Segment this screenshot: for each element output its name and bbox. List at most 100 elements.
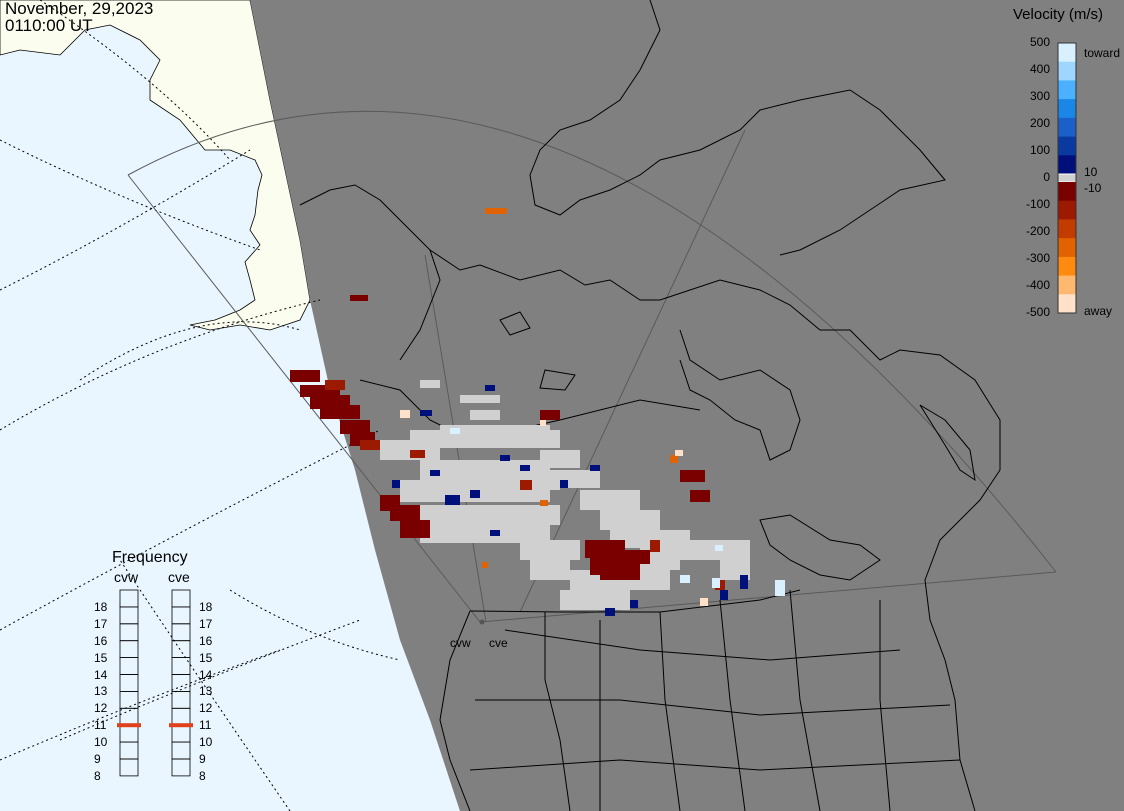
colorbar-toward-segment	[1058, 99, 1076, 119]
frequency-tick-right: 17	[199, 616, 213, 631]
backscatter-cell	[712, 578, 720, 588]
velocity-tick-label: -400	[1025, 278, 1050, 292]
radar-site-markers	[479, 619, 485, 625]
backscatter-cell	[445, 495, 460, 505]
colorbar-toward-segment	[1058, 43, 1076, 63]
velocity-tick-label: 200	[1029, 116, 1050, 130]
frequency-tick-right: 8	[199, 768, 206, 783]
colorbar-toward-segment	[1058, 155, 1076, 175]
frequency-marker	[169, 723, 193, 728]
frequency-tick-left: 14	[94, 667, 108, 682]
radar-code-cve: cve	[168, 569, 190, 585]
backscatter-cell	[540, 420, 546, 426]
frequency-tick-right: 14	[199, 667, 213, 682]
colorbar-away-segment	[1058, 256, 1076, 277]
toward-label: toward	[1084, 46, 1121, 60]
frequency-tick-left: 13	[94, 684, 108, 699]
frequency-bars	[117, 589, 193, 777]
backscatter-cell	[420, 525, 550, 543]
frequency-tick-right: 12	[199, 701, 213, 716]
day-land-alaska	[0, 0, 311, 331]
backscatter-cell	[560, 470, 600, 488]
backscatter-cell	[470, 470, 560, 490]
backscatter-cell	[482, 562, 488, 568]
frequency-tick-right: 11	[199, 718, 212, 733]
backscatter-cell	[600, 510, 660, 530]
backscatter-cell	[485, 208, 507, 214]
backscatter-cell	[675, 450, 683, 456]
backscatter-cell	[540, 450, 580, 468]
frequency-tick-left: 15	[94, 650, 108, 665]
backscatter-cell	[400, 520, 430, 538]
colorbar-frame	[1057, 42, 1077, 314]
frequency-cell	[171, 758, 191, 777]
colorbar-toward-segment	[1058, 117, 1076, 138]
velocity-tick-label: 300	[1029, 89, 1050, 103]
backscatter-cell	[320, 405, 360, 419]
frequency-tick-left: 18	[94, 599, 108, 614]
backscatter-cell	[400, 410, 410, 418]
backscatter-cell	[690, 490, 710, 502]
backscatter-cell	[740, 575, 748, 589]
time-label: 0110:00 UT	[5, 16, 93, 35]
backscatter-cell	[715, 545, 723, 551]
backscatter-cell	[325, 380, 345, 390]
velocity-tick-label: 100	[1029, 143, 1050, 157]
backscatter-cell	[560, 480, 568, 488]
inner-tick-minus: -10	[1084, 181, 1102, 195]
colorbar-away-segment	[1058, 275, 1076, 295]
frequency-tick-right: 16	[199, 633, 213, 648]
backscatter-cell	[390, 505, 420, 521]
backscatter-cell	[620, 550, 650, 564]
backscatter-cell	[775, 580, 785, 596]
backscatter-cell	[600, 570, 640, 580]
backscatter-cell	[500, 455, 510, 461]
velocity-tick-label: -500	[1025, 305, 1050, 319]
backscatter-cells	[290, 208, 785, 616]
radar-code-cvw: cvw	[114, 569, 139, 585]
backscatter-cell	[392, 480, 400, 488]
velocity-tick-label: -300	[1025, 251, 1050, 265]
frequency-tick-left: 17	[94, 616, 108, 631]
frequency-tick-right: 15	[199, 650, 213, 665]
backscatter-cell	[720, 590, 728, 600]
backscatter-cell	[360, 440, 380, 450]
backscatter-cell	[420, 410, 432, 416]
colorbar-toward-segment	[1058, 80, 1076, 100]
frequency-tick-left: 11	[94, 718, 107, 733]
backscatter-cell	[700, 598, 708, 606]
backscatter-cell	[410, 450, 425, 458]
frequency-legend-title: Frequency	[112, 549, 188, 566]
frequency-tick-left: 10	[94, 735, 108, 750]
colorbar-away-segment	[1058, 182, 1076, 202]
velocity-tick-label: 500	[1029, 35, 1050, 49]
velocity-tick-label: -200	[1025, 224, 1050, 238]
backscatter-cell	[680, 575, 690, 583]
backscatter-cell	[670, 455, 678, 463]
backscatter-cell	[410, 505, 560, 525]
backscatter-cell	[340, 420, 370, 434]
backscatter-cell	[540, 410, 560, 420]
away-label: away	[1084, 304, 1113, 318]
backscatter-cell	[590, 465, 600, 471]
backscatter-cell	[290, 370, 320, 382]
frequency-tick-right: 13	[199, 684, 213, 699]
backscatter-cell	[580, 490, 640, 510]
colorbar-away-segment	[1058, 294, 1076, 314]
backscatter-cell	[520, 480, 532, 490]
backscatter-cell	[430, 470, 440, 476]
velocity-legend-title: Velocity (m/s)	[1013, 6, 1104, 23]
backscatter-cell	[530, 560, 570, 580]
frequency-tick-left: 8	[94, 768, 101, 783]
backscatter-cell	[680, 470, 705, 482]
backscatter-cell	[650, 540, 660, 552]
colorbar-away-segment	[1058, 200, 1076, 220]
colorbar-ground-scatter	[1057, 173, 1077, 183]
site-label-cvw: cvw	[450, 636, 471, 650]
frequency-tick-right: 10	[199, 735, 213, 750]
backscatter-cell	[485, 385, 495, 391]
backscatter-cell	[630, 600, 638, 608]
frequency-tick-right: 9	[199, 752, 206, 766]
